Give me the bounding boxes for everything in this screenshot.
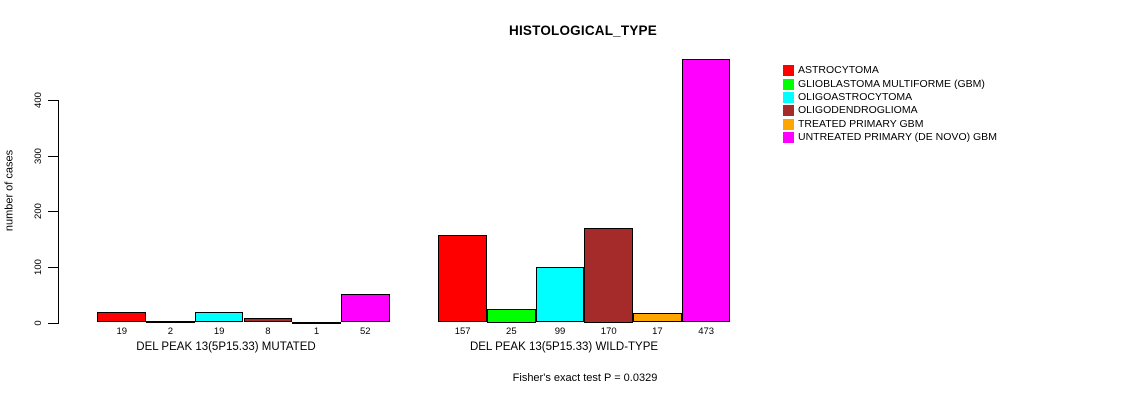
- legend-item: TREATED PRIMARY GBM: [783, 118, 997, 131]
- bar-value-label: 52: [359, 326, 371, 337]
- y-tick-mark: [48, 266, 58, 268]
- legend-label: GLIOBLASTOMA MULTIFORME (GBM): [798, 77, 985, 90]
- bar-value-label: 25: [506, 326, 517, 337]
- legend-item: UNTREATED PRIMARY (DE NOVO) GBM: [783, 131, 997, 144]
- y-tick-mark: [48, 155, 58, 157]
- bar-value-label: 17: [652, 326, 663, 337]
- legend-label: OLIGODENDROGLIOMA: [798, 104, 918, 117]
- bar-value-label: 19: [116, 326, 128, 337]
- legend-swatch: [783, 78, 794, 90]
- bar-value-label: 8: [265, 326, 271, 337]
- legend-swatch: [783, 132, 794, 144]
- y-tick-mark: [48, 100, 58, 101]
- bar-value-label: 157: [454, 326, 471, 337]
- legend-label: TREATED PRIMARY GBM: [798, 117, 924, 130]
- bar: [487, 308, 536, 323]
- chart-title: HISTOLOGICAL_TYPE: [509, 23, 657, 38]
- bar-value-label: 2: [167, 326, 174, 337]
- y-tick-mark: [48, 211, 58, 213]
- bar: [438, 235, 487, 323]
- bar: [97, 311, 147, 323]
- legend-item: OLIGOASTROCYTOMA: [783, 91, 997, 104]
- legend-item: GLIOBLASTOMA MULTIFORME (GBM): [783, 77, 997, 90]
- bar: [584, 227, 634, 323]
- bar: [535, 267, 585, 323]
- bar: [146, 321, 195, 324]
- bar-value-label: 99: [554, 326, 566, 337]
- y-tick-mark: [48, 322, 58, 324]
- bar-value-label: 1: [313, 326, 320, 337]
- y-axis-line: [58, 100, 59, 324]
- bar-value-label: 170: [600, 326, 617, 337]
- legend-swatch: [783, 105, 794, 117]
- bar: [194, 311, 244, 323]
- legend-swatch: [783, 65, 794, 77]
- bar-value-label: 19: [213, 326, 225, 337]
- legend-label: ASTROCYTOMA: [798, 64, 879, 77]
- legend-label: OLIGOASTROCYTOMA: [798, 90, 913, 103]
- bar: [340, 293, 390, 323]
- legend-label: UNTREATED PRIMARY (DE NOVO) GBM: [798, 131, 997, 144]
- bar: [292, 321, 341, 324]
- bar-value-label: 473: [698, 326, 715, 337]
- legend-swatch: [783, 91, 794, 103]
- bar: [681, 59, 731, 323]
- bar: [243, 318, 293, 323]
- legend: ASTROCYTOMA GLIOBLASTOMA MULTIFORME (GBM)…: [783, 64, 997, 144]
- legend-item: OLIGODENDROGLIOMA: [783, 104, 997, 117]
- legend-swatch: [783, 118, 794, 130]
- bar: [633, 313, 682, 323]
- category-label-wild-type: DEL PEAK 13(5P15.33) WILD-TYPE: [469, 341, 659, 353]
- fisher-test-text: Fisher's exact test P = 0.0329: [512, 372, 658, 384]
- legend-item: ASTROCYTOMA: [783, 64, 997, 77]
- category-label-mutated: DEL PEAK 13(5P15.33) MUTATED: [136, 341, 316, 353]
